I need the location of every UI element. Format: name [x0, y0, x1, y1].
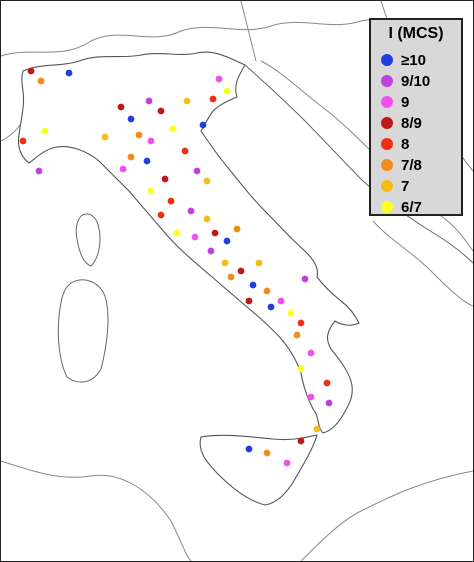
earthquake-markers — [19, 67, 333, 467]
earthquake-marker — [181, 147, 189, 155]
legend-dot-icon — [381, 75, 393, 87]
legend-title: I (MCS) — [388, 25, 444, 42]
earthquake-marker — [323, 379, 331, 387]
earthquake-marker — [307, 393, 315, 401]
earthquake-marker — [173, 229, 181, 237]
earthquake-marker — [301, 275, 309, 283]
earthquake-marker — [193, 167, 201, 175]
legend-label: ≥10 — [401, 51, 426, 69]
legend-item: 7/8 — [381, 155, 422, 175]
legend-dot-icon — [381, 180, 393, 192]
legend-label: 8/9 — [401, 114, 422, 132]
sicily-outline — [199, 434, 318, 506]
earthquake-marker — [297, 437, 305, 445]
earthquake-marker — [119, 165, 127, 173]
earthquake-marker — [255, 259, 263, 267]
earthquake-marker — [143, 157, 151, 165]
earthquake-marker — [19, 137, 27, 145]
earthquake-marker — [209, 95, 217, 103]
earthquake-marker — [199, 121, 207, 129]
legend-label: 9/10 — [401, 72, 431, 90]
earthquake-marker — [169, 125, 177, 133]
corsica-outline — [75, 213, 101, 267]
legend-dot-icon — [381, 96, 393, 108]
legend-item: 8 — [381, 134, 409, 154]
earthquake-marker — [313, 425, 321, 433]
earthquake-marker — [207, 247, 215, 255]
earthquake-marker — [325, 399, 333, 407]
italy-outline — [17, 51, 360, 434]
earthquake-marker — [245, 445, 253, 453]
earthquake-marker — [223, 237, 231, 245]
earthquake-marker — [127, 153, 135, 161]
earthquake-marker — [221, 259, 229, 267]
earthquake-marker — [249, 281, 257, 289]
earthquake-marker — [307, 349, 315, 357]
earthquake-marker — [293, 331, 301, 339]
earthquake-marker — [233, 225, 241, 233]
earthquake-marker — [41, 127, 49, 135]
earthquake-marker — [157, 107, 165, 115]
legend-dot-icon — [381, 138, 393, 150]
earthquake-marker — [267, 303, 275, 311]
earthquake-marker — [203, 177, 211, 185]
earthquake-marker — [203, 215, 211, 223]
legend-dot-icon — [381, 54, 393, 66]
legend-dot-icon — [381, 117, 393, 129]
legend-label: 9 — [401, 93, 410, 111]
legend-item: ≥10 — [381, 50, 426, 70]
earthquake-marker — [227, 273, 235, 281]
legend-item: 6/7 — [381, 197, 422, 217]
earthquake-marker — [297, 365, 305, 373]
earthquake-marker — [191, 233, 199, 241]
earthquake-marker — [145, 97, 153, 105]
earthquake-marker — [135, 131, 143, 139]
earthquake-marker — [147, 187, 155, 195]
earthquake-marker — [245, 297, 253, 305]
legend-dot-icon — [381, 201, 393, 213]
legend-label: 7 — [401, 177, 410, 195]
earthquake-marker — [211, 229, 219, 237]
earthquake-marker — [263, 449, 271, 457]
earthquake-marker — [215, 75, 223, 83]
earthquake-marker — [237, 267, 245, 275]
legend-item: 9 — [381, 92, 409, 112]
earthquake-marker — [167, 197, 175, 205]
legend-item: 8/9 — [381, 113, 422, 133]
earthquake-marker — [277, 297, 285, 305]
earthquake-marker — [65, 69, 73, 77]
earthquake-marker — [37, 77, 45, 85]
legend-item: 9/10 — [381, 71, 430, 91]
earthquake-marker — [187, 207, 195, 215]
legend-item: 7 — [381, 176, 409, 196]
legend-dot-icon — [381, 159, 393, 171]
legend-label: 7/8 — [401, 156, 422, 174]
earthquake-marker — [157, 211, 165, 219]
earthquake-marker — [287, 309, 295, 317]
legend: I (MCS) ≥10 9/10 9 8/9 8 7/8 7 6/7 — [369, 18, 463, 216]
earthquake-marker — [101, 133, 109, 141]
earthquake-marker — [263, 287, 271, 295]
legend-label: 6/7 — [401, 198, 422, 216]
sardinia-outline — [57, 279, 109, 383]
balkan-coast — [244, 64, 473, 264]
legend-label: 8 — [401, 135, 410, 153]
earthquake-marker — [223, 87, 231, 95]
earthquake-marker — [27, 67, 35, 75]
earthquake-marker — [35, 167, 43, 175]
earthquake-marker — [127, 115, 135, 123]
earthquake-marker — [283, 459, 291, 467]
earthquake-marker — [117, 103, 125, 111]
earthquake-marker — [183, 97, 191, 105]
earthquake-marker — [161, 175, 169, 183]
earthquake-marker — [297, 319, 305, 327]
earthquake-marker — [147, 137, 155, 145]
